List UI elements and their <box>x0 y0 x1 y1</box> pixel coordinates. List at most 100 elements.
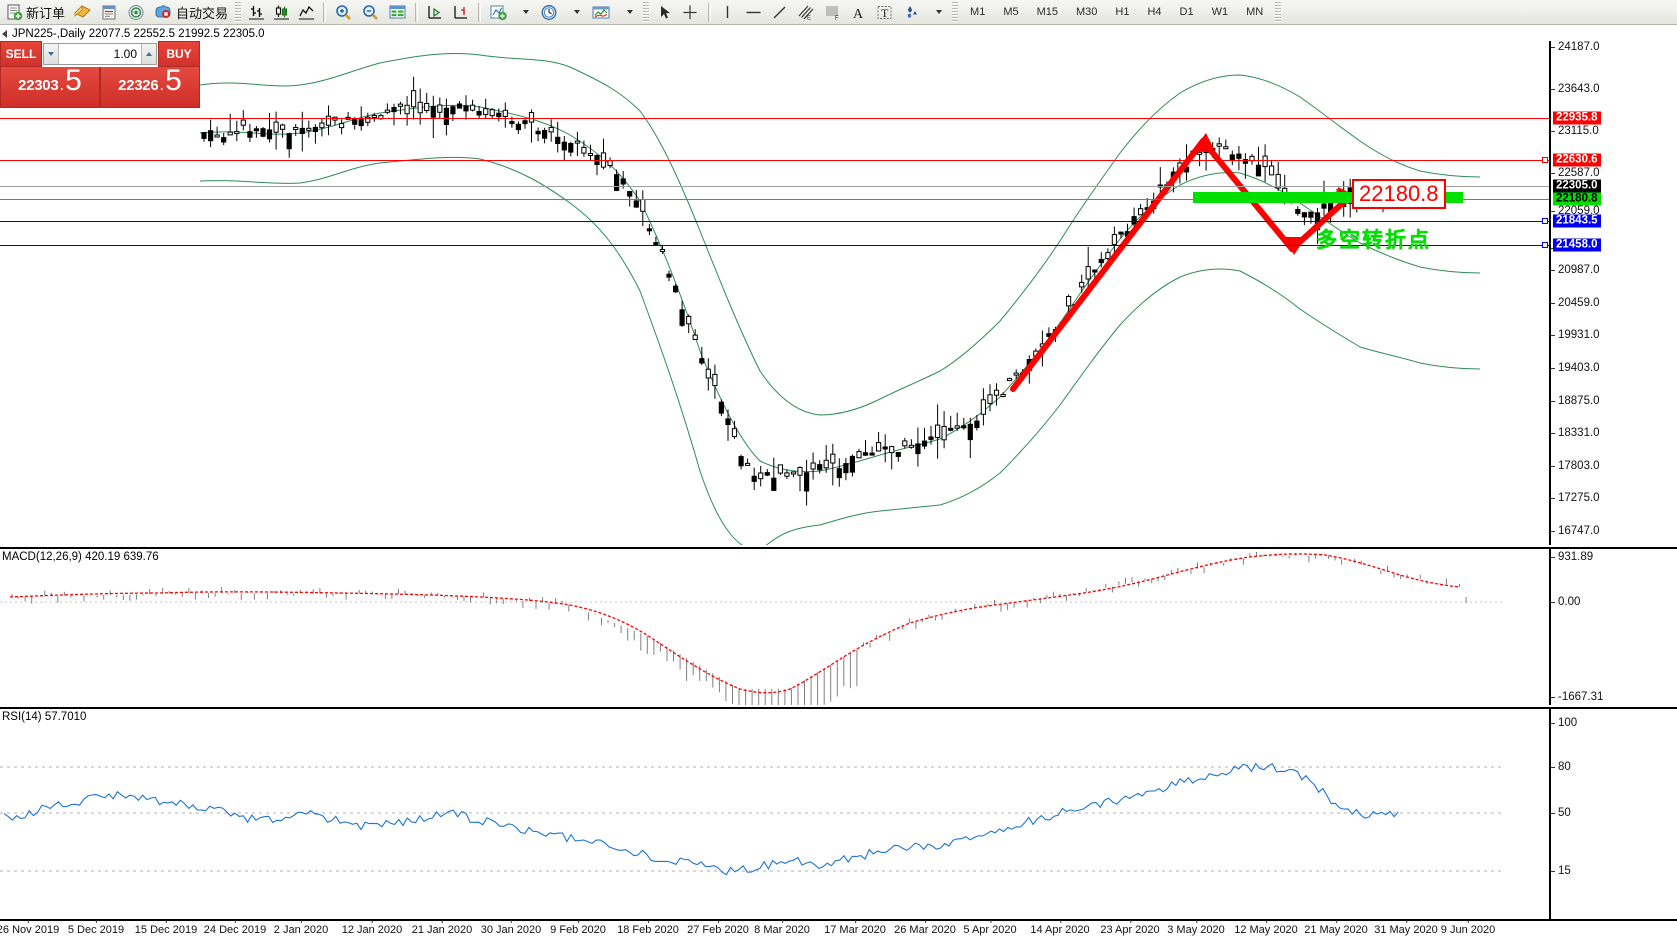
macd-price-scale[interactable]: 931.89 0.00 -1667.31 <box>1549 549 1677 705</box>
price-label-pivot[interactable]: 22180.8 <box>1553 192 1601 206</box>
time-scale[interactable]: 26 Nov 2019 5 Dec 2019 15 Dec 2019 24 De… <box>0 919 1677 945</box>
toolbar-grip-3[interactable] <box>952 2 959 22</box>
periods-dropdown[interactable] <box>564 1 586 23</box>
indicators-button[interactable] <box>486 1 511 23</box>
sell-button[interactable]: SELL <box>0 41 42 67</box>
timeframe-m5[interactable]: M5 <box>1003 6 1019 18</box>
rsi-scale[interactable]: 100 80 50 15 <box>1549 709 1677 919</box>
volume-decrease-button[interactable] <box>44 44 59 64</box>
trendline-icon <box>773 6 786 18</box>
svg-text:T: T <box>881 6 889 20</box>
price-line-handle-21458[interactable] <box>1542 242 1548 248</box>
rsi-label: RSI(14) 57.7010 <box>2 711 87 723</box>
text-label-icon: T <box>877 6 892 20</box>
price-line-handle-22630[interactable] <box>1542 157 1548 163</box>
crosshair-tool[interactable] <box>678 1 703 23</box>
signals-button[interactable] <box>124 1 149 23</box>
price-label-resistance-1[interactable]: 22935.8 <box>1553 111 1601 125</box>
price-line-22935[interactable] <box>0 118 1549 119</box>
periods-button[interactable] <box>537 1 562 23</box>
chevron-down-icon <box>48 52 54 56</box>
price-tick: 18331.0 <box>1551 427 1600 439</box>
horizontal-line-tool[interactable] <box>741 1 766 23</box>
date-tick: 31 May 2020 <box>1374 920 1438 936</box>
price-line-21843[interactable] <box>0 221 1549 222</box>
toolbar-grip-2[interactable] <box>643 2 650 22</box>
price-tick: 19403.0 <box>1551 362 1600 374</box>
timeframe-d1[interactable]: D1 <box>1179 6 1194 18</box>
sell-price[interactable]: 22303 . 5 <box>0 66 100 108</box>
timeframe-w1[interactable]: W1 <box>1211 6 1229 18</box>
auto-scroll-button[interactable] <box>423 1 447 23</box>
price-label-support-1[interactable]: 21843.5 <box>1553 214 1601 228</box>
red-trend-arrows[interactable] <box>0 41 1549 545</box>
price-label-resistance-2[interactable]: 22630.6 <box>1553 153 1601 167</box>
timeframe-h1[interactable]: H1 <box>1115 6 1130 18</box>
indicators-dropdown[interactable] <box>513 1 535 23</box>
timeframe-m15[interactable]: M15 <box>1036 6 1058 18</box>
line-chart-button[interactable] <box>295 1 318 23</box>
templates-dropdown[interactable] <box>617 1 639 23</box>
timeframe-m1[interactable]: M1 <box>970 6 986 18</box>
auto-scroll-icon <box>428 5 442 19</box>
price-scale[interactable]: 24187.0 23643.0 23115.0 22587.0 22059.0 … <box>1549 41 1677 545</box>
macd-pane[interactable]: MACD(12,26,9) 420.19 639.76 931.89 0.00 … <box>0 547 1677 705</box>
volume-increase-button[interactable] <box>141 44 156 64</box>
date-tick: 23 Apr 2020 <box>1100 920 1160 936</box>
date-tick: 9 Jun 2020 <box>1440 920 1496 936</box>
rsi-chart-svg <box>0 762 1505 876</box>
candlestick-chart-button[interactable] <box>270 1 293 23</box>
shapes-icon <box>907 5 918 17</box>
chart-shift-button[interactable] <box>449 1 473 23</box>
trendline-tool[interactable] <box>768 1 791 23</box>
metaeditor-button[interactable] <box>70 1 95 23</box>
equidistant-channel-tool[interactable]: E <box>793 1 818 23</box>
bar-chart-button[interactable] <box>245 1 268 23</box>
new-order-button[interactable]: 新订单 <box>3 1 68 23</box>
navigator-icon <box>102 5 116 19</box>
text-label-tool[interactable]: T <box>872 1 897 23</box>
line-chart-icon <box>299 5 315 19</box>
signals-icon <box>128 4 144 20</box>
cursor-tool[interactable] <box>653 1 676 23</box>
one-click-trading-panel[interactable]: SELL 1.00 BUY 22303 . 5 22326 . 5 <box>0 41 200 108</box>
data-window-button[interactable] <box>385 1 410 23</box>
toolbar-grip-1[interactable] <box>235 2 242 22</box>
buy-price[interactable]: 22326 . 5 <box>100 66 200 108</box>
fibonacci-tool[interactable]: F <box>820 1 845 23</box>
vertical-line-tool[interactable] <box>716 1 739 23</box>
rsi-pane[interactable]: RSI(14) 57.7010 100 80 50 15 <box>0 707 1677 919</box>
price-line-22630[interactable] <box>0 160 1549 161</box>
price-tick: 17275.0 <box>1551 492 1600 504</box>
autotrading-button[interactable]: 自动交易 <box>151 1 231 23</box>
navigator-button[interactable] <box>97 1 122 23</box>
price-tick: 20459.0 <box>1551 297 1600 309</box>
shapes-dropdown[interactable] <box>926 1 948 23</box>
chevron-down-icon <box>522 10 529 14</box>
price-label-support-2[interactable]: 21458.0 <box>1553 238 1601 252</box>
toolbar-sep-4 <box>708 2 712 22</box>
text-tool[interactable]: A <box>847 1 870 23</box>
buy-button[interactable]: BUY <box>158 41 200 67</box>
indicator-add-icon <box>490 5 507 20</box>
data-window-icon <box>389 5 406 18</box>
price-line-handle-21843[interactable] <box>1542 218 1548 224</box>
zoom-in-button[interactable] <box>331 1 356 23</box>
zoom-out-button[interactable] <box>358 1 383 23</box>
templates-button[interactable] <box>588 1 615 23</box>
toolbar-grip-4[interactable] <box>1275 2 1282 22</box>
pivot-price-box[interactable]: 22180.8 <box>1352 179 1446 209</box>
date-tick: 17 Mar 2020 <box>824 920 886 936</box>
shapes-tool[interactable] <box>899 1 924 23</box>
main-chart-pane[interactable]: 22180.8 多空转折点 24187.0 23643.0 23115.0 22… <box>0 41 1677 545</box>
date-tick: 21 May 2020 <box>1304 920 1368 936</box>
oct-prices-row: 22303 . 5 22326 . 5 <box>0 66 200 108</box>
timeframe-h4[interactable]: H4 <box>1147 6 1162 18</box>
volume-stepper[interactable]: 1.00 <box>43 43 157 65</box>
collapse-arrow-icon[interactable] <box>2 29 7 38</box>
turning-point-label[interactable]: 多空转折点 <box>1316 228 1431 252</box>
volume-value[interactable]: 1.00 <box>113 47 137 61</box>
toolbar-sep-3 <box>478 2 482 22</box>
timeframe-mn[interactable]: MN <box>1246 6 1264 18</box>
timeframe-m30[interactable]: M30 <box>1076 6 1098 18</box>
